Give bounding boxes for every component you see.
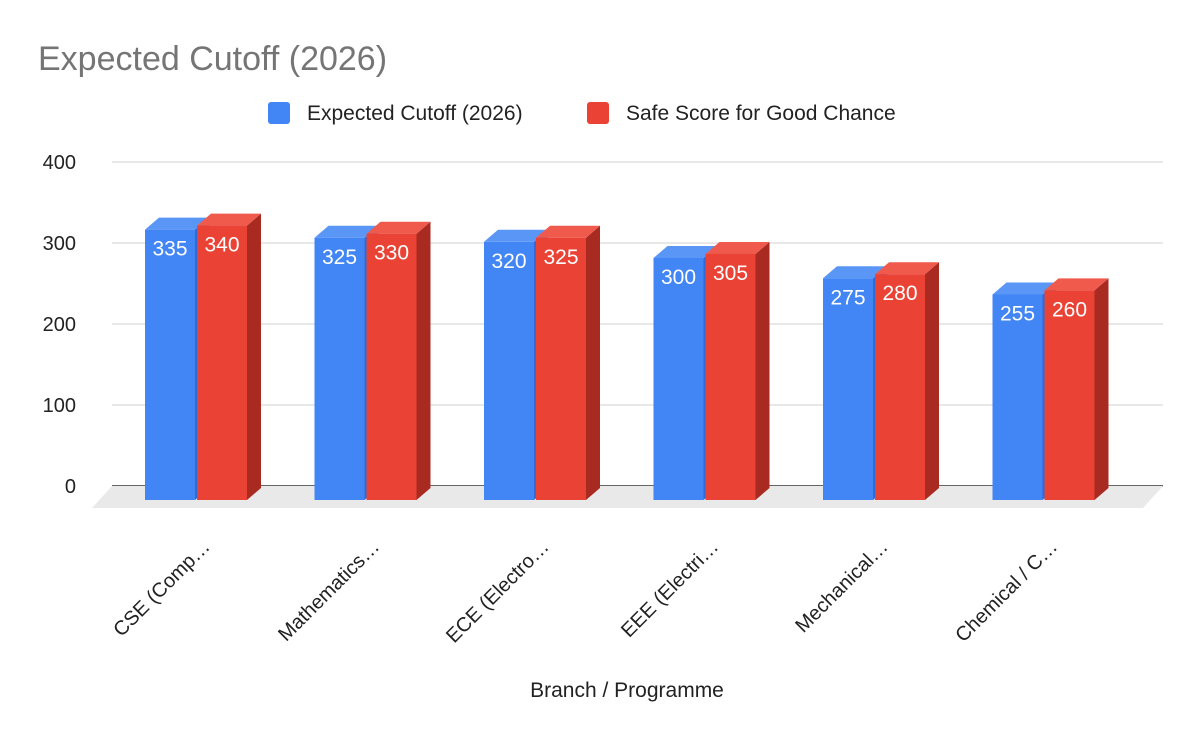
x-axis-tick-label: Mechanical… xyxy=(791,536,892,637)
y-axis-tick-labels: 0 100 200 300 400 xyxy=(43,152,76,498)
bar-top xyxy=(197,213,261,226)
bar-front xyxy=(314,237,365,500)
bar-front xyxy=(653,258,704,500)
legend-swatch-series-1 xyxy=(268,102,290,124)
bar: 325 xyxy=(536,225,600,500)
bar-front xyxy=(145,229,195,500)
bar-side xyxy=(755,241,770,500)
y-axis-tick-label: 300 xyxy=(43,233,76,255)
bar-side xyxy=(1094,278,1109,500)
y-axis-tick-label: 0 xyxy=(65,476,76,498)
data-label: 260 xyxy=(1052,298,1087,321)
bar-side xyxy=(416,221,431,500)
x-axis-tick-label: CSE (Comp… xyxy=(109,536,214,641)
x-axis-tick-label: ECE (Electro… xyxy=(442,536,553,647)
bar-side xyxy=(586,225,600,500)
bar: 330 xyxy=(366,221,431,500)
bar-front xyxy=(366,233,417,500)
bar: 280 xyxy=(875,262,939,500)
bar-top xyxy=(366,221,431,234)
bar-top xyxy=(705,241,770,254)
bar-top xyxy=(536,225,600,238)
data-label: 305 xyxy=(713,262,748,285)
bar: 340 xyxy=(197,213,261,500)
bar-top xyxy=(484,229,548,242)
bar-top xyxy=(145,217,209,230)
data-label: 255 xyxy=(1000,302,1035,325)
y-axis-tick-label: 100 xyxy=(43,395,76,417)
bar-front xyxy=(484,241,534,501)
bar-top xyxy=(875,262,939,275)
bar-front xyxy=(197,225,247,500)
bar-front xyxy=(875,274,925,500)
legend-swatch-series-2 xyxy=(587,102,609,124)
bar: 260 xyxy=(1044,278,1109,500)
y-axis-tick-label: 400 xyxy=(43,152,76,174)
x-axis-tick-label: Mathematics… xyxy=(274,536,384,646)
legend-label-series-2: Safe Score for Good Chance xyxy=(626,102,896,125)
data-label: 335 xyxy=(152,238,187,261)
bar-front xyxy=(536,237,586,500)
bar-side xyxy=(247,213,261,500)
data-label: 300 xyxy=(661,266,696,289)
x-axis-tick-label: EEE (Electri… xyxy=(617,536,723,642)
bar: 305 xyxy=(705,241,770,500)
bar-top xyxy=(992,282,1057,295)
legend: Expected Cutoff (2026) Safe Score for Go… xyxy=(268,102,896,125)
bar-side xyxy=(925,262,939,500)
data-label: 325 xyxy=(322,246,357,269)
bar-top xyxy=(653,246,718,258)
x-axis-tick-labels: CSE (Comp… Mathematics… ECE (Electro… EEE (… xyxy=(109,536,1062,647)
x-axis-title: Branch / Programme xyxy=(530,679,724,702)
bars: 335 340 325 330 320 325 300 305 275 280 255 260 xyxy=(145,213,1109,501)
data-label: 320 xyxy=(491,250,526,273)
chart-title: Expected Cutoff (2026) xyxy=(38,40,387,78)
y-axis-tick-label: 200 xyxy=(43,314,76,336)
bar-front xyxy=(823,278,873,500)
bar-top xyxy=(823,266,887,279)
data-label: 280 xyxy=(882,282,917,305)
bar-top xyxy=(1044,278,1109,291)
bar-front xyxy=(705,253,756,500)
bar: 335 xyxy=(145,217,209,500)
bar-top xyxy=(314,225,379,238)
data-label: 330 xyxy=(374,242,409,265)
data-label: 340 xyxy=(204,234,239,257)
x-axis-tick-label: Chemical / C… xyxy=(951,536,1062,647)
legend-label-series-1: Expected Cutoff (2026) xyxy=(307,102,523,125)
bar-front xyxy=(1044,290,1095,500)
data-label: 325 xyxy=(543,246,578,269)
data-label: 275 xyxy=(830,286,865,309)
bar-front xyxy=(992,294,1043,500)
